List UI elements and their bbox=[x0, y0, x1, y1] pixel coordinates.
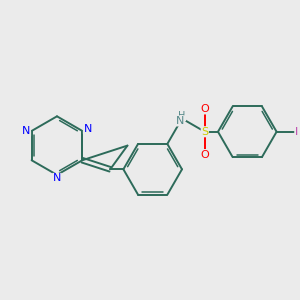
Text: O: O bbox=[200, 150, 209, 160]
Text: S: S bbox=[201, 127, 208, 137]
Text: H: H bbox=[178, 111, 186, 121]
Text: I: I bbox=[295, 127, 298, 137]
Text: O: O bbox=[200, 104, 209, 114]
Text: N: N bbox=[176, 116, 185, 126]
Text: N: N bbox=[22, 126, 31, 136]
Text: N: N bbox=[83, 124, 92, 134]
Text: N: N bbox=[53, 173, 61, 183]
